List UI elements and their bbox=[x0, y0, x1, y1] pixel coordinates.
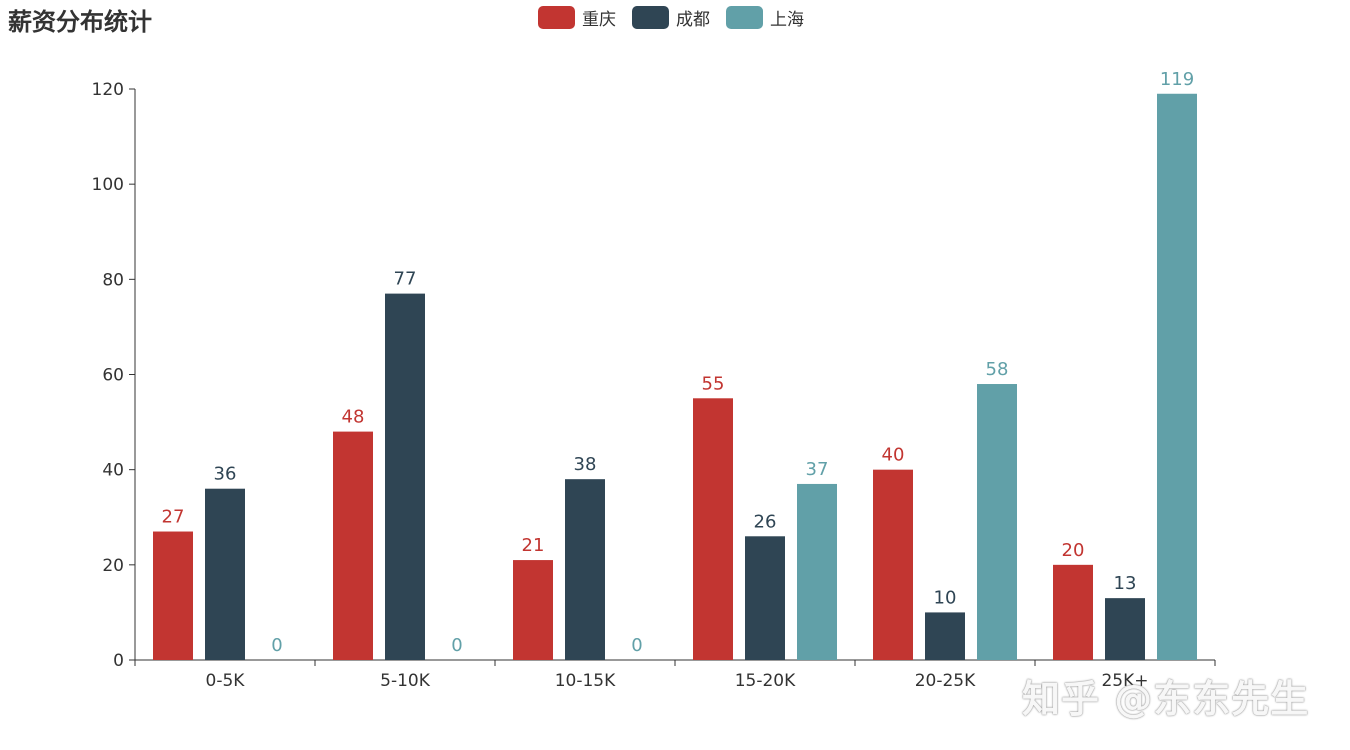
legend-label: 成都 bbox=[676, 10, 710, 30]
data-label: 21 bbox=[522, 535, 545, 556]
x-tick-label: 15-20K bbox=[735, 671, 796, 691]
bar[interactable] bbox=[205, 488, 245, 660]
data-label: 36 bbox=[214, 464, 237, 485]
data-label: 20 bbox=[1062, 540, 1085, 561]
data-label: 77 bbox=[394, 269, 417, 290]
data-label: 26 bbox=[754, 511, 777, 532]
data-label: 13 bbox=[1114, 573, 1137, 594]
data-label: 10 bbox=[934, 587, 957, 608]
x-tick-label: 0-5K bbox=[206, 671, 246, 691]
y-tick-label: 40 bbox=[102, 461, 124, 481]
bar[interactable] bbox=[1157, 93, 1197, 661]
legend-item[interactable]: 成都 bbox=[632, 5, 710, 30]
data-label: 0 bbox=[271, 635, 282, 656]
data-label: 119 bbox=[1160, 69, 1194, 90]
legend-label: 上海 bbox=[770, 10, 804, 30]
bar[interactable] bbox=[1053, 564, 1093, 660]
y-tick-label: 80 bbox=[102, 270, 124, 290]
y-tick-label: 0 bbox=[113, 651, 124, 671]
y-tick-label: 60 bbox=[102, 366, 124, 386]
bar[interactable] bbox=[153, 531, 193, 660]
legend: 重庆 成都 上海 bbox=[538, 5, 820, 30]
data-label: 48 bbox=[342, 407, 365, 428]
bar[interactable] bbox=[745, 536, 785, 660]
x-tick-label: 10-15K bbox=[555, 671, 616, 691]
bar[interactable] bbox=[693, 398, 733, 660]
bar[interactable] bbox=[797, 483, 837, 660]
x-tick-label: 25K+ bbox=[1101, 671, 1148, 691]
y-tick-label: 20 bbox=[102, 556, 124, 576]
legend-item[interactable]: 重庆 bbox=[538, 5, 616, 30]
data-label: 0 bbox=[451, 635, 462, 656]
legend-item[interactable]: 上海 bbox=[726, 5, 804, 30]
bar[interactable] bbox=[873, 469, 913, 660]
bar[interactable] bbox=[925, 612, 965, 660]
bar[interactable] bbox=[1105, 598, 1145, 660]
bar[interactable] bbox=[513, 560, 553, 660]
bar[interactable] bbox=[333, 431, 373, 660]
data-labels: 27 36 0 48 77 0 21 38 0 55 26 37 40 10 58 20 13 119 bbox=[162, 69, 1195, 656]
legend-swatch bbox=[726, 6, 763, 29]
data-label: 0 bbox=[631, 635, 642, 656]
legend-swatch bbox=[632, 6, 669, 29]
data-label: 37 bbox=[806, 459, 829, 480]
data-label: 58 bbox=[986, 359, 1009, 380]
legend-label: 重庆 bbox=[582, 10, 616, 30]
x-tick-label: 20-25K bbox=[915, 671, 976, 691]
legend-swatch bbox=[538, 6, 575, 29]
data-label: 55 bbox=[702, 373, 725, 394]
data-label: 27 bbox=[162, 507, 185, 528]
watermark: 知乎 @东东先生 bbox=[1022, 677, 1310, 721]
data-label: 38 bbox=[574, 454, 597, 475]
x-tick-label: 5-10K bbox=[380, 671, 431, 691]
data-label: 40 bbox=[882, 445, 905, 466]
chart-title: 薪资分布统计 bbox=[8, 8, 152, 36]
y-tick-label: 100 bbox=[92, 175, 124, 195]
bar[interactable] bbox=[565, 479, 605, 660]
y-tick-label: 120 bbox=[92, 80, 124, 100]
bar[interactable] bbox=[385, 293, 425, 660]
bars bbox=[153, 93, 1197, 661]
bar[interactable] bbox=[977, 384, 1017, 660]
